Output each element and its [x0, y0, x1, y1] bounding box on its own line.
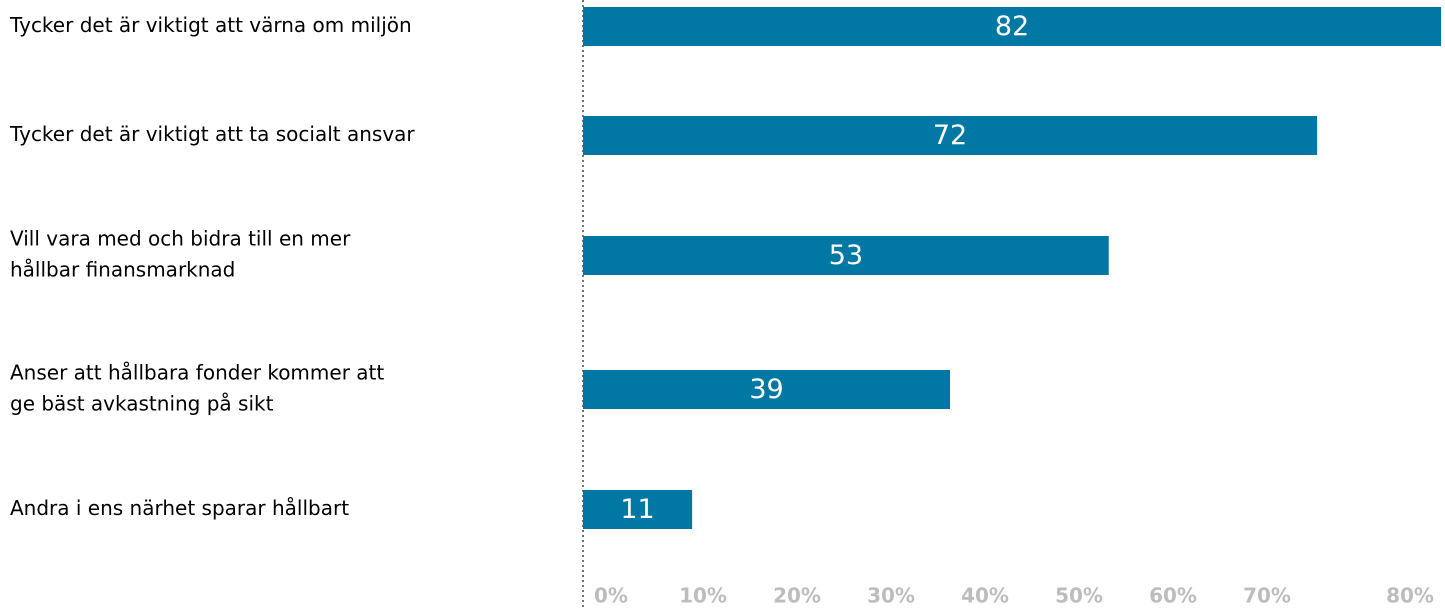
bar — [583, 236, 1109, 275]
category-label-line: Andra i ens närhet sparar hållbart — [10, 496, 349, 520]
x-tick-label: 60% — [1149, 584, 1197, 608]
category-label: Tycker det är viktigt att värna om miljö… — [9, 13, 412, 37]
x-tick-label: 10% — [679, 584, 727, 608]
category-label-line: Vill vara med och bidra till en mer — [10, 227, 351, 251]
data-label: 39 — [749, 374, 783, 405]
data-label: 72 — [933, 120, 967, 151]
category-label-line: Tycker det är viktigt att värna om miljö… — [9, 13, 412, 37]
category-label-line: ge bäst avkastning på sikt — [10, 392, 274, 416]
x-tick-label: 40% — [961, 584, 1009, 608]
category-labels: Tycker det är viktigt att värna om miljö… — [9, 13, 415, 520]
category-label-line: Anser att hållbara fonder kommer att — [10, 361, 384, 385]
bar — [583, 116, 1318, 155]
x-tick-label: 50% — [1055, 584, 1103, 608]
bar — [583, 370, 951, 409]
x-axis-ticks: 0% 10% 20% 30% 40% 50% 60% 70% 80% — [594, 584, 1434, 608]
data-label: 53 — [829, 240, 863, 271]
category-label: Tycker det är viktigt att ta socialt ans… — [9, 122, 415, 146]
category-label: Andra i ens närhet sparar hållbart — [10, 496, 349, 520]
category-label: Anser att hållbara fonder kommer att ge b… — [10, 361, 384, 416]
x-tick-label: 0% — [594, 584, 628, 608]
x-tick-label: 70% — [1243, 584, 1291, 608]
bar — [583, 490, 693, 529]
category-label-line: hållbar finansmarknad — [10, 258, 235, 282]
bars: 82 72 53 39 11 — [583, 7, 1442, 529]
x-tick-label: 20% — [773, 584, 821, 608]
data-label: 82 — [995, 11, 1029, 42]
category-label-line: Tycker det är viktigt att ta socialt ans… — [9, 122, 415, 146]
x-tick-label: 80% — [1386, 584, 1434, 608]
data-label: 11 — [620, 494, 654, 525]
bar — [583, 7, 1442, 46]
x-tick-label: 30% — [867, 584, 915, 608]
category-label: Vill vara med och bidra till en mer hållb… — [10, 227, 351, 282]
